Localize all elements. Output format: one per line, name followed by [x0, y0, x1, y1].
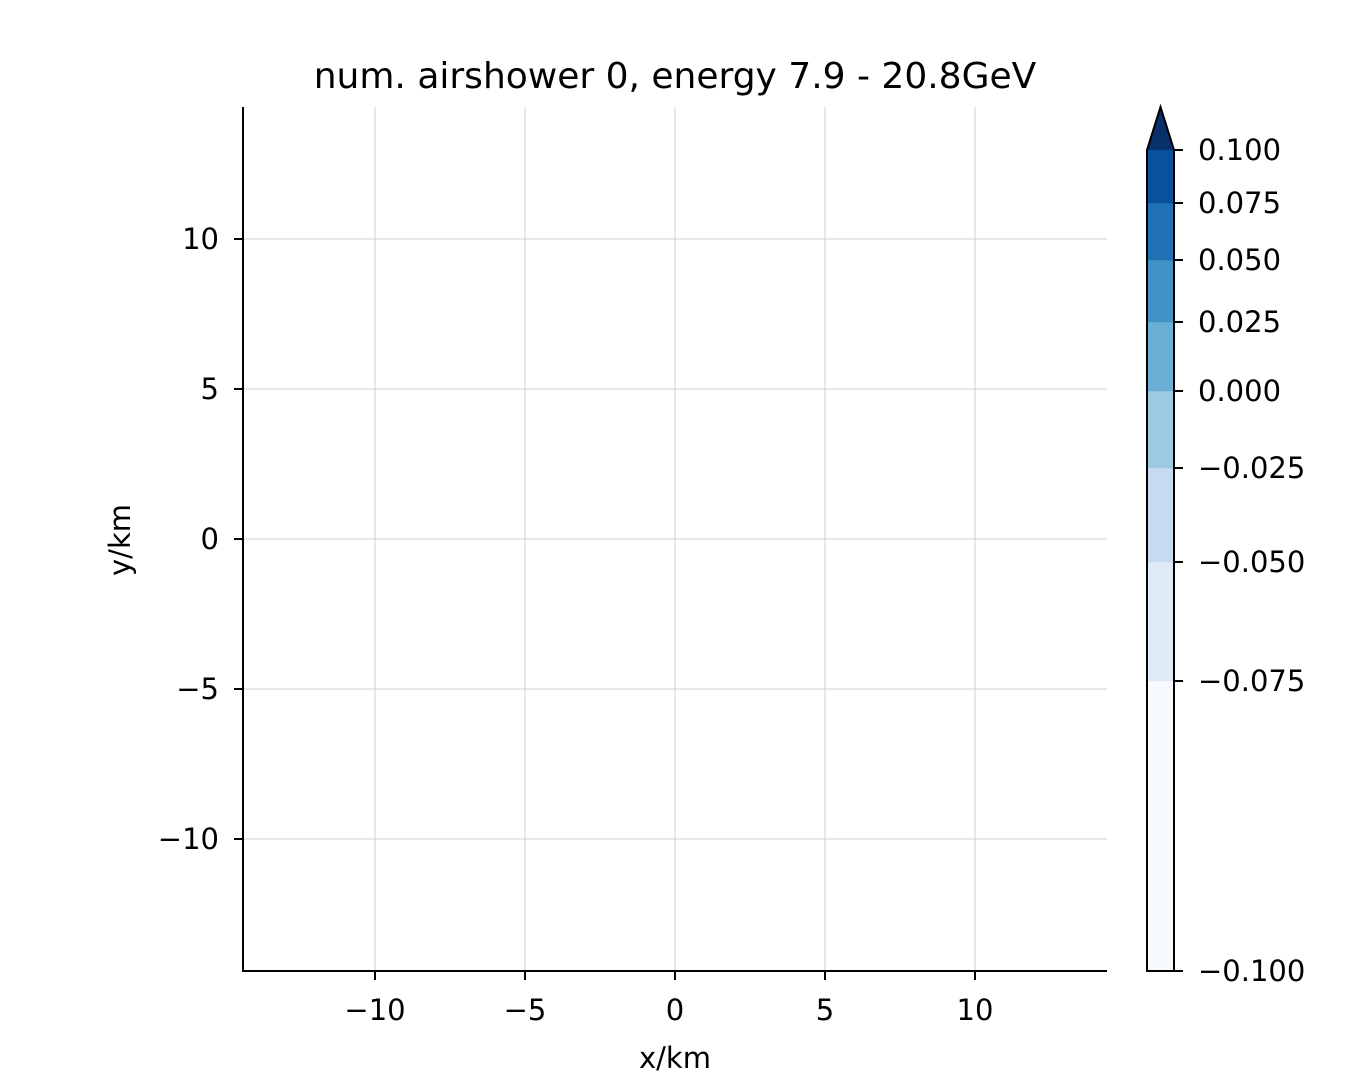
x-tick-label-m10: −10	[344, 993, 405, 1027]
grid-lines	[243, 107, 1107, 971]
colorbar-tick-label-0.025: 0.025	[1198, 305, 1281, 339]
colorbar-segment-5	[1146, 259, 1175, 323]
y-tick-label-10: 10	[182, 222, 219, 256]
colorbar-tick-label-m0.025: −0.025	[1198, 451, 1305, 485]
colorbar-segment-7	[1146, 149, 1175, 204]
x-tick-label-5: 5	[816, 993, 834, 1027]
colorbar-tick-label-0.075: 0.075	[1198, 186, 1281, 220]
colorbar-tick-label-0.05: 0.050	[1198, 243, 1281, 277]
colorbar-tick-label-m0.05: −0.050	[1198, 545, 1305, 579]
colorbar-extend-max	[1147, 107, 1174, 150]
colorbar-tick-label-m0.1: −0.100	[1198, 954, 1305, 988]
y-axis-label: y/km	[103, 504, 137, 576]
colorbar: 0.100 0.075 0.050 0.025 0.000 −0.025 −0.050 −0.…	[1146, 103, 1305, 988]
x-axis-ticks: −10 −5 0 5 10	[344, 971, 993, 1027]
colorbar-segment-2	[1146, 467, 1175, 563]
chart-title: num. airshower 0, energy 7.9 - 20.8GeV	[314, 56, 1037, 97]
colorbar-segment-0	[1146, 680, 1175, 972]
x-axis-label: x/km	[639, 1041, 711, 1075]
x-tick-label-10: 10	[957, 993, 994, 1027]
y-tick-label-m5: −5	[176, 672, 219, 706]
colorbar-segment-3	[1146, 390, 1175, 469]
x-tick-label-0: 0	[666, 993, 684, 1027]
y-tick-label-m10: −10	[158, 822, 219, 856]
colorbar-segment-6	[1146, 202, 1175, 261]
plot-area: −10 −5 0 5 10 10 5 0 −5 −10	[158, 107, 1107, 1027]
colorbar-tick-label-0.1: 0.100	[1198, 133, 1281, 167]
colorbar-tick-label-0: 0.000	[1198, 374, 1281, 408]
colorbar-segment-1	[1146, 561, 1175, 682]
colorbar-outline	[1146, 103, 1175, 972]
colorbar-segment-4	[1146, 321, 1175, 392]
y-tick-label-5: 5	[201, 372, 219, 406]
y-tick-label-0: 0	[201, 522, 219, 556]
x-tick-label-m5: −5	[504, 993, 547, 1027]
colorbar-tick-label-m0.075: −0.075	[1198, 664, 1305, 698]
y-axis-ticks: 10 5 0 −5 −10	[158, 222, 243, 856]
